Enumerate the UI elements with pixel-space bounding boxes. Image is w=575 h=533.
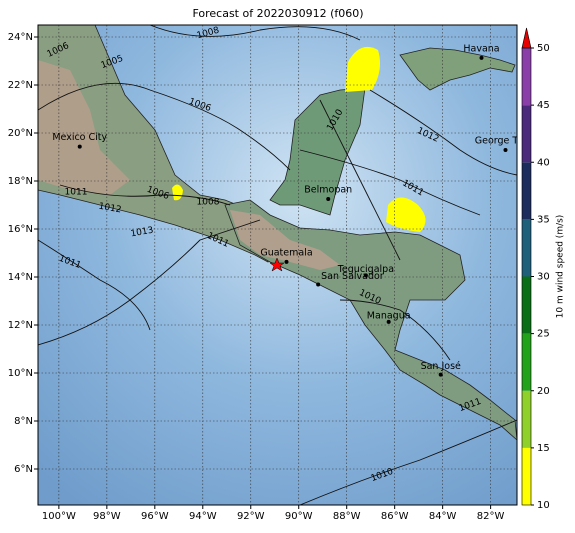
city-dot <box>479 55 484 60</box>
colorbar-bin <box>522 162 531 220</box>
city-label: Managua <box>367 310 411 321</box>
x-tick-label: 92°W <box>237 511 265 522</box>
city-dot <box>284 259 289 264</box>
y-tick-label: 22°N <box>8 80 33 91</box>
isobar-label: 1008 <box>197 198 220 208</box>
city-label: San Salvador <box>321 271 384 282</box>
colorbar-extend <box>521 27 532 49</box>
land-highlands <box>38 60 130 195</box>
city-dot <box>503 148 508 153</box>
isobar-label: 1013 <box>130 226 154 240</box>
city-dot <box>316 282 321 287</box>
land-yucatan <box>269 87 366 216</box>
x-tick-label: 82°W <box>477 511 505 522</box>
x-tick-label: 98°W <box>93 511 121 522</box>
colorbar-bin <box>522 276 531 334</box>
y-tick-label: 6°N <box>14 464 33 475</box>
colorbar-tick-label: 45 <box>537 100 550 111</box>
city-dot <box>77 144 82 149</box>
x-tick-label: 96°W <box>141 511 169 522</box>
axes: 100°W 98°W 96°W 94°W 92°W 90°W 88°W 86°W 84°W 82°… <box>8 32 505 522</box>
city-dot <box>438 372 443 377</box>
city-label: Guatemala <box>260 247 312 258</box>
colorbar-tick-label: 30 <box>537 272 550 283</box>
colorbar-tick-label: 25 <box>537 329 550 340</box>
y-tick-label: 14°N <box>8 272 33 283</box>
y-tick-label: 8°N <box>14 416 33 427</box>
colorbar-tick-label: 15 <box>537 443 550 454</box>
city-label: Mexico City <box>52 132 107 143</box>
land-guatemala-highlands <box>230 210 340 270</box>
city-dot <box>363 273 368 278</box>
colorbar-bin <box>522 48 531 106</box>
isobar-label: 1012 <box>98 202 122 216</box>
colorbar-bin <box>522 390 531 448</box>
y-tick-label: 20°N <box>8 128 33 139</box>
wind-shading <box>345 46 380 92</box>
y-tick-label: 18°N <box>8 176 33 187</box>
wind-shading <box>386 197 426 232</box>
y-tick-label: 24°N <box>8 32 33 43</box>
city-label: Belmopan <box>304 185 352 196</box>
city-label: Havana <box>463 43 499 54</box>
colorbar-tick-label: 35 <box>537 214 550 225</box>
map-title: Forecast of 2022030912 (f060) <box>192 7 363 20</box>
x-tick-label: 88°W <box>333 511 361 522</box>
colorbar-label: 10 m wind speed (m/s) <box>556 215 566 319</box>
colorbar: 10 15 20 25 30 35 40 45 50 10 m wind speed (m/s) <box>521 27 566 511</box>
colorbar-bin <box>522 333 531 391</box>
cities: Havana George Town Mexico City Belmopan Guat… <box>52 43 536 377</box>
map-body: 1008100510061006101010121011100610081011… <box>38 25 536 505</box>
x-tick-label: 86°W <box>381 511 409 522</box>
y-tick-label: 16°N <box>8 224 33 235</box>
isobar-label: 1011 <box>65 188 88 198</box>
star-marker <box>269 257 285 272</box>
colorbar-tick-label: 40 <box>537 157 550 168</box>
city-label: San José <box>421 361 461 372</box>
colorbar-bin <box>522 219 531 277</box>
x-tick-label: 94°W <box>189 511 217 522</box>
land-cuba <box>399 47 516 91</box>
colorbar-bin <box>522 447 531 505</box>
colorbar-tick-label: 50 <box>537 43 550 54</box>
colorbar-tick-label: 10 <box>537 500 550 511</box>
colorbar-tick-label: 20 <box>537 386 550 397</box>
colorbar-bin <box>522 105 531 163</box>
wind-shading <box>172 184 183 201</box>
x-tick-label: 90°W <box>285 511 313 522</box>
grid <box>38 25 517 505</box>
city-label: George Town <box>475 136 536 147</box>
city-dot <box>386 319 391 324</box>
city-label: Tegucigalpa <box>337 264 394 275</box>
y-tick-label: 10°N <box>8 368 33 379</box>
y-tick-label: 12°N <box>8 320 33 331</box>
x-tick-label: 100°W <box>42 511 76 522</box>
map-frame <box>37 24 518 506</box>
isobars <box>38 25 517 505</box>
city-dot <box>326 197 331 201</box>
x-tick-label: 84°W <box>429 511 457 522</box>
